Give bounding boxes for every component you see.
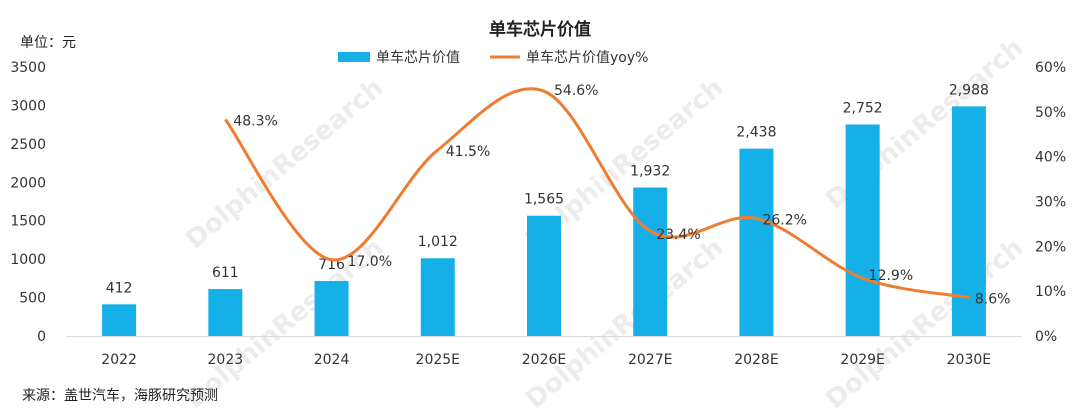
x-tick-label: 2028E	[734, 352, 778, 368]
bar-value-label: 1,565	[524, 192, 564, 208]
x-tick-label: 2025E	[416, 352, 460, 368]
y-left-tick-label: 3000	[10, 98, 46, 114]
bar	[208, 289, 243, 336]
chart-title: 单车芯片价值	[489, 19, 591, 40]
y-right-tick-label: 50%	[1035, 105, 1066, 121]
bar-value-label: 2,438	[736, 125, 776, 141]
x-tick-label: 2024	[314, 352, 350, 368]
x-tick-label: 2026E	[522, 352, 566, 368]
line-value-label: 41.5%	[446, 144, 490, 160]
bar-value-label: 1,012	[418, 234, 458, 250]
legend-bar-label: 单车芯片价值	[376, 49, 460, 66]
y-left-tick-label: 1500	[10, 214, 46, 230]
line-value-label: 23.4%	[656, 227, 700, 243]
bar-value-label: 611	[212, 265, 239, 281]
line-value-label: 17.0%	[348, 254, 392, 270]
bar-value-label: 1,932	[630, 164, 670, 180]
legend-line-label: 单车芯片价值yoy%	[526, 49, 648, 66]
y-right-tick-label: 0%	[1035, 329, 1057, 345]
x-tick-label: 2030E	[947, 352, 991, 368]
watermark-text: DolphinResearch	[180, 73, 389, 255]
bar-value-label: 2,988	[949, 82, 989, 98]
bar-value-label: 2,752	[843, 100, 883, 116]
bar	[420, 258, 455, 336]
x-tick-label: 2023	[208, 352, 244, 368]
y-left-tick-label: 2000	[10, 175, 46, 191]
x-tick-label: 2022	[101, 352, 137, 368]
line-value-label: 48.3%	[233, 113, 277, 129]
bar-value-label: 412	[106, 280, 133, 296]
legend-bar-swatch	[338, 52, 370, 62]
y-left-tick-label: 3500	[10, 60, 46, 76]
line-value-label: 12.9%	[869, 268, 913, 284]
y-right-tick-label: 20%	[1035, 239, 1066, 255]
line-value-label: 26.2%	[762, 213, 806, 229]
bar	[527, 215, 561, 336]
bar	[102, 304, 137, 336]
y-axis-unit-label: 单位：元	[20, 35, 76, 51]
bar	[633, 187, 668, 336]
y-right-tick-label: 60%	[1035, 60, 1066, 76]
source-note: 来源：盖世汽车，海豚研究预测	[22, 388, 218, 404]
x-tick-label: 2027E	[628, 352, 672, 368]
bar	[739, 148, 774, 336]
x-tick-label: 2029E	[840, 352, 884, 368]
y-left-tick-label: 1000	[10, 252, 46, 268]
y-left-tick-label: 2500	[10, 137, 46, 153]
line-value-label: 54.6%	[554, 83, 598, 99]
bar	[951, 106, 986, 336]
y-left-tick-label: 0	[37, 329, 46, 345]
line-value-label: 8.6%	[975, 291, 1011, 307]
y-right-tick-label: 40%	[1035, 150, 1066, 166]
y-right-tick-label: 10%	[1035, 284, 1066, 300]
y-right-tick-label: 30%	[1035, 195, 1066, 211]
y-left-tick-label: 500	[19, 291, 46, 307]
yoy-line	[224, 87, 970, 299]
bar	[314, 280, 349, 336]
bar	[845, 124, 880, 337]
